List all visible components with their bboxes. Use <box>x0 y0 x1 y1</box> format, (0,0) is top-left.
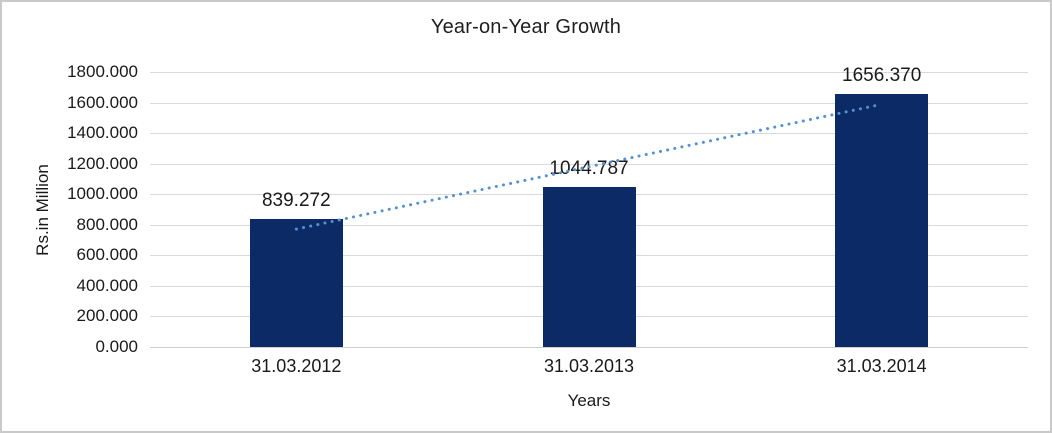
y-tick-label: 600.000 <box>76 245 138 265</box>
data-label: 1656.370 <box>842 64 922 86</box>
y-tick-label: 1200.000 <box>67 153 138 173</box>
gridline <box>150 133 1028 135</box>
gridline <box>150 163 1028 165</box>
y-axis-title: Rs.in Million <box>33 164 52 256</box>
x-tick-label: 31.03.2012 <box>251 356 342 376</box>
bar-31.03.2013 <box>542 187 636 347</box>
y-tick-label: 800.000 <box>76 214 138 234</box>
x-tick-label: 31.03.2013 <box>543 356 635 376</box>
gridline <box>150 102 1028 104</box>
chart-title: Year-on-Year Growth <box>430 16 622 38</box>
x-tick-label: 31.03.2014 <box>836 356 927 376</box>
bar-31.03.2012 <box>249 218 343 347</box>
bar-31.03.2014 <box>835 93 929 347</box>
gridline <box>150 72 1028 73</box>
trendline-path <box>294 102 884 231</box>
plot-area: 839.272 1044.787 1656.370 <box>150 65 1028 348</box>
data-label: 839.272 <box>261 189 331 211</box>
y-tick-label: 1000.000 <box>67 184 138 204</box>
y-tick-label: 1600.000 <box>67 92 138 112</box>
y-tick-label: 1400.000 <box>67 123 138 143</box>
data-label: 1044.787 <box>549 158 629 180</box>
x-axis-line <box>150 347 1028 348</box>
y-tick-label: 1800.000 <box>67 62 138 81</box>
y-tick-label: 0.000 <box>95 337 138 356</box>
trendline <box>294 102 884 231</box>
x-axis-title: Years <box>567 391 611 410</box>
y-tick-label: 200.000 <box>76 306 138 326</box>
y-tick-label: 400.000 <box>76 275 138 295</box>
